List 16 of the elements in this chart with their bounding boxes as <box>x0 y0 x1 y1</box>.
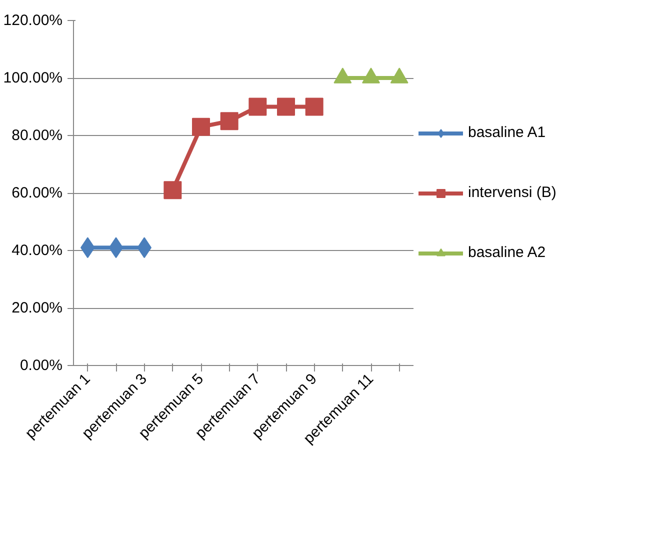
y-tick-label: 0.00% <box>20 357 63 374</box>
y-tick-label: 20.00% <box>12 300 62 316</box>
point <box>164 181 182 200</box>
legend-label: intervensi (B) <box>468 184 556 201</box>
point <box>277 98 295 116</box>
y-tick-label: 80.00% <box>12 127 62 144</box>
y-tick-label: 60.00% <box>12 184 62 202</box>
point <box>192 118 210 136</box>
point <box>305 98 324 116</box>
point <box>248 98 267 116</box>
legend-label: basaline A2 <box>468 244 546 261</box>
y-tick-label: 120.00% <box>3 12 62 29</box>
point <box>220 112 238 130</box>
y-tick-label: 40.00% <box>12 242 62 259</box>
y-tick-label: 100.00% <box>3 70 62 86</box>
legend-label: basaline A1 <box>468 124 546 141</box>
